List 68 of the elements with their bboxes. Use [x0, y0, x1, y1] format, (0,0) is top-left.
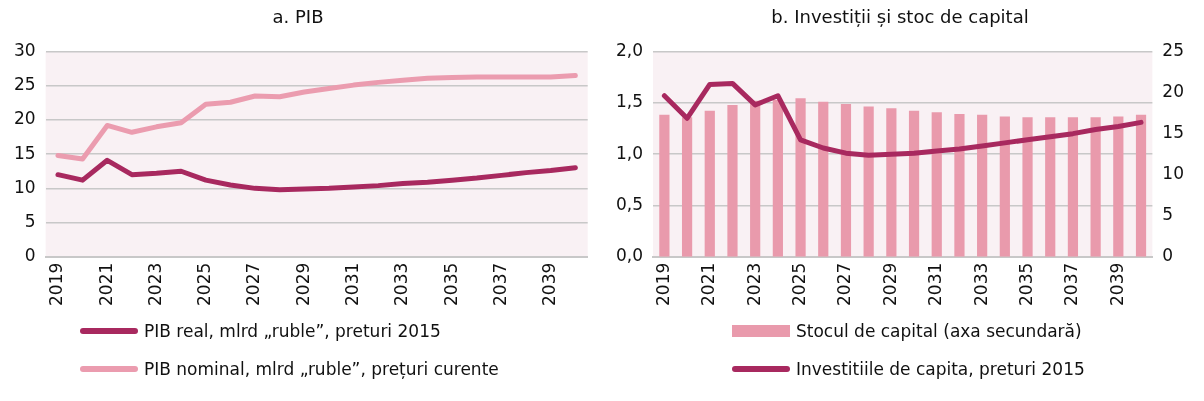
x-tick-label: 2037: [1061, 262, 1082, 306]
x-tick-label: 2027: [243, 262, 264, 306]
bar: [659, 114, 670, 257]
x-tick-label: 2039: [539, 262, 560, 306]
x-tick-label: 2029: [292, 262, 313, 306]
bar: [931, 112, 942, 257]
x-tick-label: 2019: [46, 262, 67, 306]
x-tick-label: 2039: [1106, 262, 1127, 306]
legend-label: Stocul de capital (axa secundară): [796, 321, 1082, 341]
bar: [1113, 116, 1124, 257]
x-tick-label: 2025: [194, 262, 215, 306]
bar: [1067, 117, 1079, 257]
x-tick-label: 2035: [440, 262, 461, 306]
y2-tick-label: 25: [1162, 40, 1185, 61]
y2-tick-label: 20: [1162, 81, 1185, 102]
bar: [977, 114, 988, 257]
bar: [750, 100, 761, 257]
y-tick-label: 25: [13, 74, 36, 95]
x-tick-label: 2031: [925, 262, 946, 306]
bar: [1045, 117, 1056, 257]
bar: [840, 104, 852, 257]
y2-tick-label: 10: [1162, 163, 1185, 184]
bar: [818, 101, 829, 257]
y-tick-label: 30: [13, 40, 36, 61]
x-tick-label: 2027: [834, 262, 855, 306]
y-tick-label: 2,0: [615, 40, 644, 61]
bar: [886, 108, 897, 257]
x-tick-label: 2023: [144, 262, 165, 306]
y-tick-label: 5: [24, 210, 36, 231]
y-tick-label: 1,0: [615, 142, 644, 163]
bar: [863, 106, 874, 257]
x-tick-label: 2023: [743, 262, 764, 306]
y-tick-label: 20: [13, 108, 36, 129]
bar: [681, 117, 693, 257]
bar: [727, 104, 738, 257]
chart-title: b. Investiții și stoc de capital: [771, 6, 1029, 28]
x-tick-label: 2031: [342, 262, 363, 306]
y-tick-label: 0,0: [615, 245, 644, 266]
bar: [1135, 114, 1147, 257]
y-tick-label: 10: [13, 176, 36, 197]
legend-label: Investitiile de capita, preturi 2015: [796, 359, 1085, 379]
y2-tick-label: 5: [1162, 204, 1174, 225]
x-tick-label: 2019: [652, 262, 673, 306]
x-tick-label: 2029: [879, 262, 900, 306]
bar: [908, 110, 920, 257]
bar: [954, 113, 965, 257]
x-tick-label: 2037: [489, 262, 510, 306]
x-tick-label: 2035: [1015, 262, 1036, 306]
bar: [795, 98, 806, 257]
x-tick-label: 2025: [788, 262, 809, 306]
x-tick-label: 2021: [698, 262, 719, 306]
x-tick-label: 2021: [95, 262, 116, 306]
bar: [999, 116, 1010, 257]
y-tick-label: 1,5: [615, 91, 644, 112]
bar: [1022, 117, 1033, 257]
bar: [772, 100, 783, 257]
y-tick-label: 15: [13, 142, 36, 163]
x-tick-label: 2033: [391, 262, 412, 306]
bar: [704, 110, 715, 257]
legend-label: PIB real, mlrd „ruble”, preturi 2015: [144, 321, 441, 341]
bar: [1090, 117, 1101, 257]
chart-title: a. PIB: [272, 6, 324, 28]
legend-label: PIB nominal, mlrd „ruble”, prețuri curente: [144, 359, 499, 379]
y-tick-label: 0: [24, 245, 36, 266]
y2-tick-label: 15: [1162, 122, 1185, 143]
y-tick-label: 0,5: [615, 193, 644, 214]
x-tick-label: 2033: [970, 262, 991, 306]
y2-tick-label: 0: [1162, 245, 1174, 266]
